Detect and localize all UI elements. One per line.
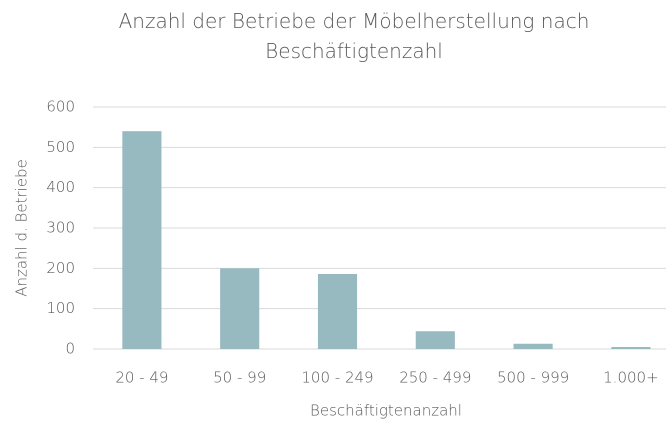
bar	[513, 343, 553, 349]
y-tick-label: 0	[65, 340, 75, 358]
y-tick-label: 600	[46, 98, 75, 116]
x-tick-label: 500 - 999	[497, 369, 569, 387]
x-tick-label: 50 - 99	[213, 369, 266, 387]
y-tick-label: 300	[46, 219, 75, 237]
y-tick-label: 100	[46, 299, 75, 317]
x-tick-label: 1.000+	[603, 369, 659, 387]
x-axis-label: Beschäftigtenanzahl	[310, 402, 462, 420]
y-tick-label: 200	[46, 259, 75, 277]
bar	[220, 268, 260, 349]
x-tick-label: 20 - 49	[115, 369, 168, 387]
chart-title: Anzahl der Betriebe der Möbelherstellung…	[118, 9, 590, 63]
bar	[317, 273, 358, 349]
bar	[415, 331, 455, 349]
y-tick-label: 400	[46, 178, 75, 196]
x-tick-label: 250 - 499	[399, 369, 471, 387]
bar	[122, 131, 162, 349]
bar	[611, 346, 651, 349]
y-tick-label: 500	[46, 138, 75, 156]
y-axis-label: Anzahl d. Betriebe	[13, 159, 31, 297]
x-tick-label: 100 - 249	[301, 369, 373, 387]
